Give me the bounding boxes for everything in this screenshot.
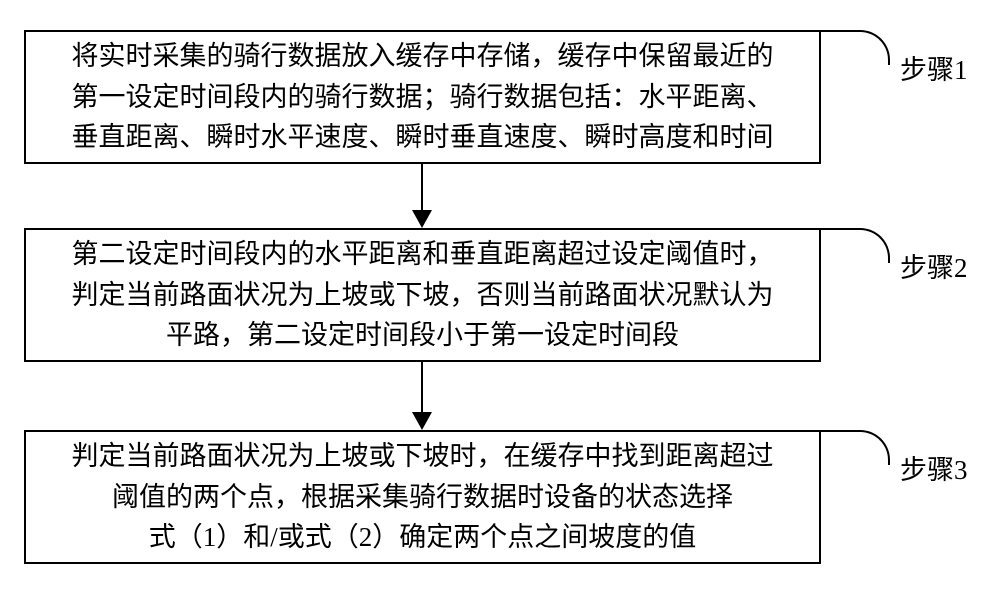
step-3-line-2: 阈值的两个点，根据采集骑行数据时设备的状态选择	[112, 477, 733, 518]
leader-line-2	[821, 228, 890, 263]
leader-line-3	[821, 430, 890, 465]
step-2-line-3: 平路，第二设定时间段小于第一设定时间段	[166, 315, 679, 356]
step-3-label: 步骤3	[900, 448, 968, 487]
step-2-line-2: 判定当前路面状况为上坡或下坡，否则当前路面状况默认为	[72, 275, 774, 316]
arrow-2-to-3	[410, 362, 434, 430]
step-2-label: 步骤2	[900, 246, 968, 285]
arrow-1-to-2	[410, 164, 434, 228]
flowchart: { "layout": { "canvas_w": 1000, "canvas_…	[0, 0, 1000, 594]
step-3-line-3: 式（1）和/或式（2）确定两个点之间坡度的值	[149, 517, 697, 558]
step-1-line-3: 垂直距离、瞬时水平速度、瞬时垂直速度、瞬时高度和时间	[72, 117, 774, 158]
step-1-box: 将实时采集的骑行数据放入缓存中存储，缓存中保留最近的 第一设定时间段内的骑行数据…	[24, 30, 821, 164]
leader-line-1	[821, 30, 890, 65]
step-3-line-1: 判定当前路面状况为上坡或下坡时，在缓存中找到距离超过	[72, 436, 774, 477]
step-1-label: 步骤1	[900, 48, 968, 87]
step-2-box: 第二设定时间段内的水平距离和垂直距离超过设定阈值时， 判定当前路面状况为上坡或下…	[24, 228, 821, 362]
step-3-box: 判定当前路面状况为上坡或下坡时，在缓存中找到距离超过 阈值的两个点，根据采集骑行…	[24, 430, 821, 564]
step-1-line-2: 第一设定时间段内的骑行数据；骑行数据包括：水平距离、	[72, 77, 774, 118]
step-2-line-1: 第二设定时间段内的水平距离和垂直距离超过设定阈值时，	[72, 234, 774, 275]
step-1-line-1: 将实时采集的骑行数据放入缓存中存储，缓存中保留最近的	[72, 36, 774, 77]
